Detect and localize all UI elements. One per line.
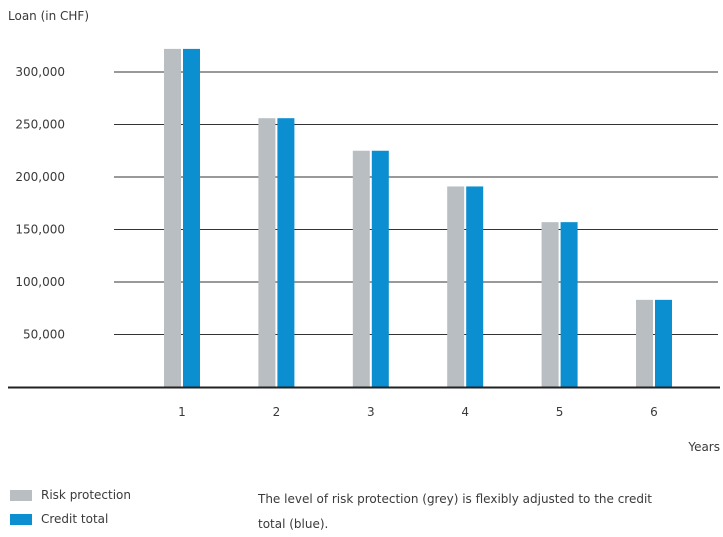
- x-tick-label: 5: [556, 405, 564, 419]
- gridlines: [114, 71, 718, 335]
- x-tick-label: 4: [461, 405, 469, 419]
- legend-item-credit-total: Credit total: [10, 512, 108, 526]
- y-tick-label: 200,000: [15, 170, 65, 184]
- y-tick-label: 300,000: [15, 65, 65, 79]
- bar-risk-protection-year-5: [541, 222, 559, 387]
- x-tick-label: 3: [367, 405, 375, 419]
- x-tick-label: 2: [273, 405, 281, 419]
- bar-risk-protection-year-4: [447, 186, 465, 387]
- bars: [164, 48, 672, 388]
- bar-credit-total-year-1: [183, 48, 200, 388]
- chart-note: The level of risk protection (grey) is f…: [258, 492, 653, 531]
- bar-credit-total-year-4: [466, 186, 484, 387]
- bar-risk-protection-year-1: [164, 48, 181, 388]
- x-axis-label: Years: [688, 440, 720, 454]
- bar-risk-protection-year-6: [636, 299, 653, 387]
- bar-credit-total-year-6: [655, 299, 672, 387]
- legend-label-risk-protection: Risk protection: [41, 488, 131, 502]
- legend-swatch-blue: [10, 513, 32, 525]
- x-tick-label: 6: [650, 405, 658, 419]
- x-tick-labels: 1 2 3 4 5 6: [178, 405, 658, 419]
- bar-risk-protection-year-3: [352, 150, 370, 387]
- bar-risk-protection-year-2: [258, 118, 276, 387]
- y-tick-label: 150,000: [15, 223, 65, 237]
- bar-credit-total-year-3: [371, 150, 389, 387]
- y-axis-label: Loan (in CHF): [8, 9, 90, 23]
- legend-swatch-grey: [10, 489, 32, 501]
- legend-label-credit-total: Credit total: [41, 512, 109, 526]
- bar-credit-total-year-2: [277, 118, 295, 387]
- y-tick-label: 250,000: [15, 118, 65, 132]
- x-tick-label: 1: [178, 405, 186, 419]
- y-tick-label: 100,000: [15, 275, 65, 289]
- bar-credit-total-year-5: [560, 222, 578, 387]
- y-tick-label: 50,000: [23, 328, 65, 342]
- legend-item-risk-protection: Risk protection: [10, 488, 131, 502]
- y-tick-labels: 50,000 100,000 150,000 200,000 250,000 300,00…: [15, 65, 65, 342]
